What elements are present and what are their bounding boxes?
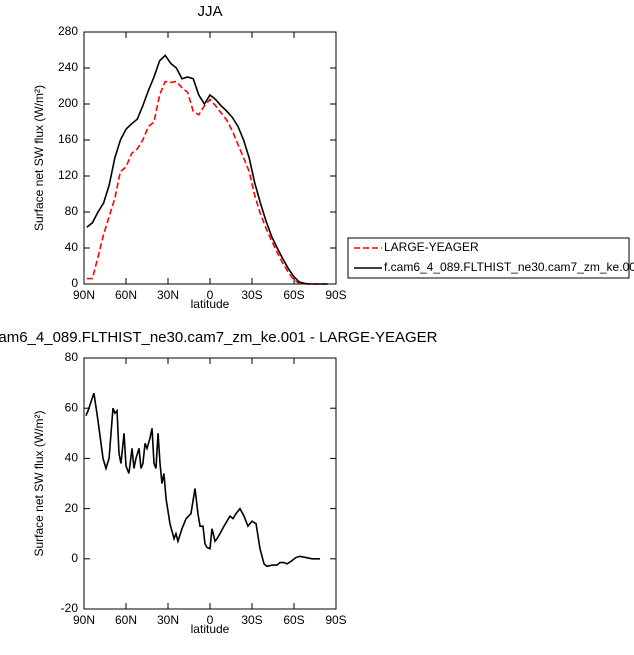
x-tick-label: 90S (325, 288, 346, 302)
y-tick-label: 0 (71, 276, 78, 290)
x-tick-label: 30N (157, 288, 179, 302)
data-line (85, 392, 321, 568)
legend-box (347, 237, 630, 279)
x-tick-label: 30S (241, 613, 262, 627)
plot-frame (83, 31, 337, 285)
y-tick-label: 240 (58, 60, 78, 74)
y-tick-label: 40 (65, 240, 79, 254)
y-axis-label: Surface net SW flux (W/m²) (32, 410, 46, 556)
y-tick-label: 280 (58, 24, 78, 38)
x-tick-label: 90N (73, 613, 95, 627)
legend-label: f.cam6_4_089.FLTHIST_ne30.cam7_zm_ke.001 (384, 260, 634, 274)
y-tick-label: -20 (61, 601, 79, 615)
y-axis-label: Surface net SW flux (W/m²) (32, 85, 46, 231)
x-tick-label: 90N (73, 288, 95, 302)
plot-frame (83, 357, 337, 610)
x-tick-label: 60S (283, 613, 304, 627)
x-tick-label: 60N (115, 613, 137, 627)
x-tick-label: 0 (207, 613, 214, 627)
x-axis-label: latitude (191, 622, 230, 636)
x-tick-label: 90S (325, 613, 346, 627)
y-tick-label: 120 (58, 168, 78, 182)
x-tick-label: 30N (157, 613, 179, 627)
data-line (86, 54, 328, 285)
chart-title: JJA (197, 3, 222, 20)
y-tick-label: 60 (65, 400, 79, 414)
chart-title: f.cam6_4_089.FLTHIST_ne30.cam7_zm_ke.001… (0, 329, 438, 346)
x-tick-label: 60N (115, 288, 137, 302)
data-line (86, 80, 328, 285)
x-tick-label: 60S (283, 288, 304, 302)
y-tick-label: 160 (58, 132, 78, 146)
y-tick-label: 80 (65, 350, 79, 364)
x-tick-label: 0 (207, 288, 214, 302)
x-axis-label: latitude (191, 297, 230, 311)
y-tick-label: 200 (58, 96, 78, 110)
x-tick-label: 30S (241, 288, 262, 302)
legend-label: LARGE-YEAGER (384, 240, 479, 254)
y-tick-label: 0 (71, 551, 78, 565)
y-tick-label: 40 (65, 451, 79, 465)
y-tick-label: 80 (65, 204, 79, 218)
y-tick-label: 20 (65, 501, 79, 515)
